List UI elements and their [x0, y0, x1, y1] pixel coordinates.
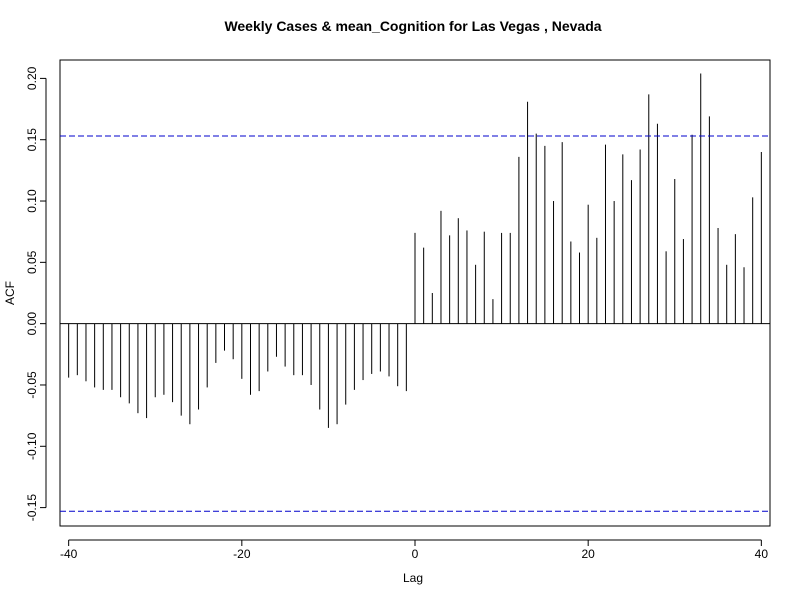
x-tick-label: 40	[755, 547, 769, 561]
y-tick-label: 0.20	[25, 66, 39, 90]
x-tick-label: 20	[581, 547, 595, 561]
x-axis: -40 -20 0 20 40	[60, 539, 769, 561]
x-tick-label: 0	[412, 547, 419, 561]
y-tick-label: -0.10	[25, 432, 39, 460]
chart-title: Weekly Cases & mean_Cognition for Las Ve…	[224, 18, 601, 34]
x-tick-label: -40	[60, 547, 78, 561]
y-tick-label: -0.15	[25, 494, 39, 522]
bars-group	[68, 73, 762, 428]
y-tick-label: 0.00	[25, 312, 39, 336]
y-tick-label: 0.15	[25, 128, 39, 152]
y-axis-label: ACF	[3, 281, 17, 305]
y-tick-label: 0.05	[25, 250, 39, 274]
x-tick-label: -20	[233, 547, 251, 561]
x-axis-label: Lag	[403, 571, 423, 585]
y-tick-label: -0.05	[25, 371, 39, 399]
plot-area-frame	[59, 59, 771, 527]
y-axis: -0.15 -0.10 -0.05 0.00 0.05 0.10 0.15 0.20	[25, 66, 47, 522]
y-tick-label: 0.10	[25, 189, 39, 213]
